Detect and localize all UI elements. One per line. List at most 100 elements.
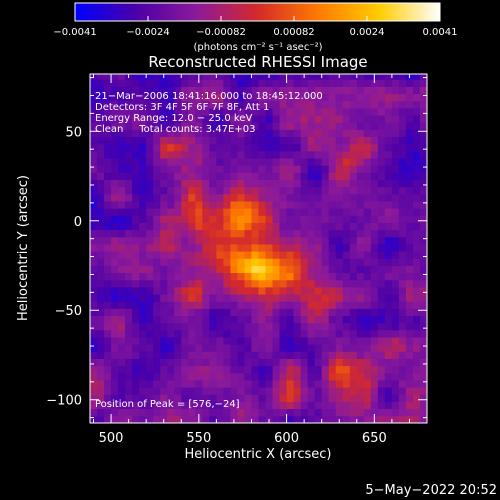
heatmap-cell — [293, 387, 302, 395]
heatmap-cell — [335, 100, 344, 109]
heatmap-cell — [251, 308, 259, 317]
heatmap-cell — [111, 358, 119, 367]
heatmap-cell — [216, 108, 224, 116]
heatmap-cell — [97, 86, 105, 95]
heatmap-cell — [300, 286, 309, 295]
heatmap-cell — [419, 408, 427, 417]
heatmap-cell — [314, 294, 323, 302]
heatmap-cell — [377, 108, 386, 116]
heatmap-cell — [202, 136, 210, 145]
heatmap-cell — [230, 401, 238, 410]
heatmap-cell — [216, 74, 224, 80]
heatmap-cell — [398, 229, 407, 238]
heatmap-cell — [118, 165, 126, 173]
heatmap-cell — [314, 165, 323, 173]
heatmap-cell — [216, 122, 224, 130]
heatmap-cell — [90, 286, 98, 295]
heatmap-cell — [139, 129, 147, 138]
heatmap-cell — [195, 186, 203, 195]
heatmap-cell — [314, 372, 323, 381]
heatmap-cell — [328, 365, 337, 374]
heatmap-cell — [412, 294, 421, 302]
heatmap-cell — [230, 129, 238, 138]
heatmap-cell — [265, 286, 273, 295]
heatmap-cell — [90, 150, 98, 159]
heatmap-cell — [209, 100, 217, 109]
heatmap-cell — [272, 108, 280, 116]
heatmap-cell — [293, 244, 302, 252]
heatmap-cell — [167, 86, 175, 95]
heatmap-cell — [349, 122, 358, 130]
heatmap-cell — [307, 329, 316, 338]
heatmap-cell — [125, 286, 133, 295]
heatmap-cell — [363, 186, 372, 195]
heatmap-cell — [160, 208, 168, 216]
heatmap-cell — [307, 93, 316, 102]
heatmap-cell — [90, 394, 98, 402]
heatmap-cell — [160, 215, 168, 223]
heatmap-cell — [279, 258, 287, 266]
heatmap-cell — [342, 394, 351, 402]
heatmap-cell — [335, 401, 344, 410]
heatmap-cell — [286, 279, 294, 288]
heatmap-cell — [349, 215, 358, 223]
heatmap-cell — [202, 415, 210, 423]
heatmap-cell — [90, 115, 98, 123]
heatmap-cell — [286, 415, 294, 423]
heatmap-cell — [377, 193, 386, 202]
heatmap-cell — [97, 358, 105, 367]
heatmap-cell — [335, 380, 344, 388]
heatmap-cell — [125, 329, 133, 338]
heatmap-cell — [188, 258, 196, 266]
heatmap-cell — [307, 279, 316, 288]
heatmap-cell — [272, 365, 280, 374]
heatmap-cell — [153, 79, 161, 87]
heatmap-cell — [335, 294, 344, 302]
heatmap-cell — [146, 329, 154, 338]
heatmap-cell — [97, 129, 105, 138]
heatmap-cell — [412, 129, 421, 138]
heatmap-cell — [132, 129, 140, 138]
heatmap-cell — [286, 272, 294, 281]
heatmap-cell — [349, 358, 358, 367]
heatmap-cell — [125, 358, 133, 367]
heatmap-cell — [195, 208, 203, 216]
heatmap-cell — [384, 337, 393, 345]
heatmap-cell — [181, 251, 189, 259]
heatmap-cell — [377, 279, 386, 288]
heatmap-cell — [412, 186, 421, 195]
heatmap-cell — [188, 294, 196, 302]
heatmap-cell — [237, 222, 245, 231]
heatmap-cell — [377, 215, 386, 223]
heatmap-cell — [300, 165, 309, 173]
heatmap-cell — [167, 158, 175, 166]
heatmap-cell — [160, 143, 168, 152]
y-tick-label: −50 — [55, 304, 82, 319]
heatmap-cell — [209, 315, 217, 324]
heatmap-cell — [307, 108, 316, 116]
heatmap-cell — [202, 222, 210, 231]
heatmap-cell — [349, 401, 358, 410]
heatmap-cell — [349, 380, 358, 388]
heatmap-cell — [335, 150, 344, 159]
heatmap-cell — [398, 294, 407, 302]
heatmap-cell — [104, 74, 112, 80]
heatmap-cell — [328, 100, 337, 109]
heatmap-cell — [146, 236, 154, 245]
heatmap-cell — [216, 179, 224, 188]
heatmap-cell — [412, 380, 421, 388]
heatmap-cell — [216, 244, 224, 252]
heatmap-cell — [377, 365, 386, 374]
heatmap-cell — [160, 408, 168, 417]
heatmap-cell — [188, 79, 196, 87]
heatmap-cell — [363, 158, 372, 166]
heatmap-cell — [300, 179, 309, 188]
heatmap-cell — [370, 372, 379, 381]
heatmap-cell — [223, 201, 231, 209]
heatmap-cell — [335, 186, 344, 195]
heatmap-cell — [265, 150, 273, 159]
heatmap-cell — [286, 136, 294, 145]
heatmap-cell — [314, 415, 323, 423]
heatmap-cell — [125, 100, 133, 109]
heatmap-cell — [125, 222, 133, 231]
